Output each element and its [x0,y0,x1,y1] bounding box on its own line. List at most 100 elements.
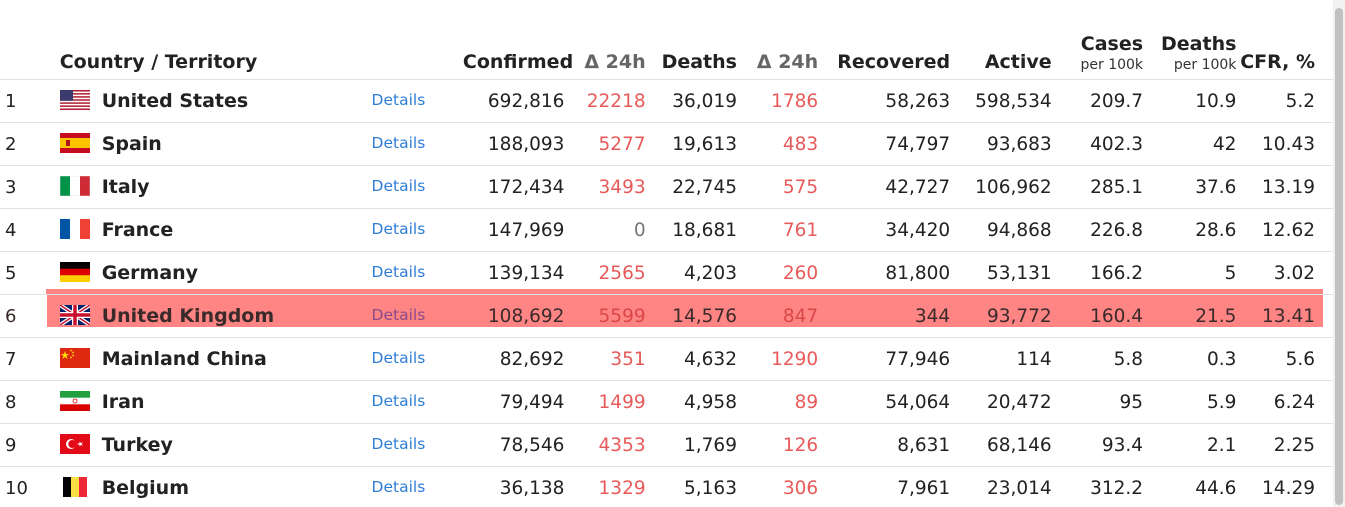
cases-per-100k-cell: 285.1 [1051,165,1144,209]
deaths-per-100k-cell: 5.9 [1143,380,1237,424]
country-cell[interactable]: United Kingdom [46,294,372,338]
cases-per-100k-cell: 95 [1051,380,1144,424]
deaths-per-100k-cell: 21.5 [1143,294,1237,338]
country-name[interactable]: United States [101,90,249,112]
details-link[interactable]: Details [371,305,426,324]
country-name[interactable]: Germany [101,262,199,284]
deaths-delta-cell: 260 [736,251,819,295]
italy-flag-icon [59,176,90,196]
confirmed-delta-cell: 22218 [564,79,646,123]
us-flag-icon [59,90,90,110]
deaths-delta-header[interactable]: Δ 24h [756,51,819,73]
details-cell: Details [371,423,463,467]
country-name[interactable]: Italy [101,176,150,198]
deaths-delta-cell: 306 [736,466,819,507]
details-cell: Details [371,380,463,424]
cfr-cell: 10.43 [1236,122,1333,166]
deaths-per-100k-cell: 5 [1143,251,1237,295]
deaths-cell: 19,613 [645,122,737,166]
rank-header [0,0,47,80]
table-header-row: Country / Territory Confirmed Δ 24h Deat… [0,0,1333,80]
recovered-cell: 8,631 [818,423,951,467]
country-cell[interactable]: France [46,208,372,252]
confirmed-delta-cell: 5277 [564,122,646,166]
country-cell[interactable]: United States [46,79,372,123]
deaths-per-100k-header[interactable]: Deaths per 100k [1143,0,1236,80]
country-cell[interactable]: Germany [46,251,372,295]
recovered-cell: 81,800 [818,251,951,295]
country-name[interactable]: United Kingdom [101,305,275,327]
cases-per-100k-cell: 160.4 [1051,294,1144,338]
country-header[interactable]: Country / Territory [59,51,258,73]
confirmed-delta-cell: 1329 [564,466,646,507]
recovered-header[interactable]: Recovered [837,51,951,73]
country-name[interactable]: Iran [101,391,145,413]
confirmed-delta-cell: 2565 [564,251,646,295]
scrollbar-thumb[interactable] [1335,8,1343,505]
cfr-cell: 5.2 [1236,79,1333,123]
cases-per-100k-title: Cases [1080,33,1144,55]
deaths-per-100k-cell: 44.6 [1143,466,1237,507]
confirmed-delta-cell: 351 [564,337,646,381]
deaths-delta-cell: 89 [736,380,819,424]
active-cell: 106,962 [950,165,1052,209]
table-row: 6 United Kingdom Details 108,692 5599 14,576 8… [0,294,1333,338]
active-cell: 93,683 [950,122,1052,166]
details-link[interactable]: Details [371,391,426,410]
country-name[interactable]: Turkey [101,434,173,456]
active-cell: 93,772 [950,294,1052,338]
cfr-header[interactable]: CFR, % [1240,51,1315,73]
details-link[interactable]: Details [371,176,426,195]
deaths-cell: 4,958 [645,380,737,424]
deaths-delta-cell: 575 [736,165,819,209]
table-row: 10 Belgium Details 36,138 1329 5,163 306 7,961 2… [0,466,1333,507]
rank-cell: 3 [0,165,47,209]
country-name[interactable]: Spain [101,133,162,155]
country-cell[interactable]: Iran [46,380,372,424]
recovered-cell: 34,420 [818,208,951,252]
deaths-cell: 4,632 [645,337,737,381]
cases-per-100k-cell: 209.7 [1051,79,1144,123]
country-cell[interactable]: Turkey [46,423,372,467]
cfr-cell: 13.19 [1236,165,1333,209]
deaths-header[interactable]: Deaths [661,51,737,73]
confirmed-delta-header[interactable]: Δ 24h [584,51,646,73]
details-cell: Details [371,79,463,123]
rank-cell: 9 [0,423,47,467]
confirmed-delta-cell: 0 [564,208,646,252]
turkey-flag-icon [59,434,90,454]
confirmed-header[interactable]: Confirmed [462,51,574,73]
country-cell[interactable]: Italy [46,165,372,209]
details-link[interactable]: Details [371,477,426,496]
deaths-cell: 4,203 [645,251,737,295]
table-row: 1 United States Details 692,816 22218 36,019 1… [0,79,1333,123]
country-cell[interactable]: Belgium [46,466,372,507]
details-link[interactable]: Details [371,348,426,367]
country-name[interactable]: Belgium [101,477,190,499]
cases-per-100k-cell: 312.2 [1051,466,1144,507]
recovered-cell: 58,263 [818,79,951,123]
details-link[interactable]: Details [371,90,426,109]
cfr-cell: 6.24 [1236,380,1333,424]
details-cell: Details [371,122,463,166]
table-row: 3 Italy Details 172,434 3493 22,745 575 42,727 1… [0,165,1333,209]
details-link[interactable]: Details [371,219,426,238]
details-link[interactable]: Details [371,133,426,152]
cases-per-100k-header[interactable]: Cases per 100k [1052,0,1143,80]
recovered-cell: 344 [818,294,951,338]
country-cell[interactable]: Mainland China [46,337,372,381]
details-cell: Details [371,466,463,507]
rank-cell: 5 [0,251,47,295]
country-cell[interactable]: Spain [46,122,372,166]
country-name[interactable]: France [101,219,174,241]
active-header[interactable]: Active [984,51,1052,73]
details-link[interactable]: Details [371,434,426,453]
confirmed-cell: 36,138 [462,466,565,507]
details-link[interactable]: Details [371,262,426,281]
china-flag-icon [59,348,90,368]
country-name[interactable]: Mainland China [101,348,267,370]
vertical-scrollbar[interactable] [1333,0,1345,507]
details-cell: Details [371,208,463,252]
deaths-per-100k-cell: 2.1 [1143,423,1237,467]
confirmed-cell: 78,546 [462,423,565,467]
